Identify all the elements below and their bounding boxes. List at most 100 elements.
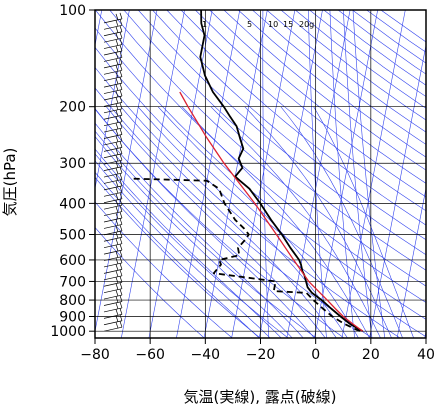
wind-barb-flag (116, 290, 118, 296)
dry-adiabat-line (281, 10, 436, 338)
x-axis-title: 気温(実線), 露点(破線) (184, 388, 337, 406)
isotherm-line (342, 10, 405, 338)
wind-barb-flag (116, 245, 118, 251)
isotherm-line (176, 10, 239, 338)
wind-barb-flag (116, 271, 118, 277)
wind-barb-staff (104, 327, 122, 331)
wind-barb-flag (116, 59, 118, 65)
dry-adiabat-line (10, 10, 316, 338)
wind-barb-flag (116, 187, 118, 193)
wind-barb-flag (120, 302, 122, 308)
wind-barb-flag (120, 109, 122, 115)
y-tick-label: 900 (59, 309, 86, 325)
wind-barb-staff (104, 64, 122, 68)
wind-barb-flag (120, 270, 122, 276)
dry-adiabat-line (0, 10, 288, 338)
wind-barb-flag (116, 46, 118, 52)
wind-barb-staff (104, 147, 122, 151)
wind-barb-flag (116, 78, 118, 84)
wind-barb-flag (120, 84, 122, 90)
wind-barb-staff (104, 295, 122, 299)
dry-adiabat-line (210, 10, 436, 338)
isotherm-line (259, 10, 322, 338)
wind-barb-flag (120, 148, 122, 154)
mixing-ratio-label: 20g (299, 20, 314, 29)
wind-barb-flag (116, 123, 118, 129)
moist-adiabat-line (182, 107, 370, 338)
wind-barb-flag (120, 238, 122, 244)
wind-barb-staff (104, 160, 122, 164)
wind-barb-staff (104, 218, 122, 222)
mixing-ratio-label: 15 (283, 20, 293, 29)
wind-barb-flag (116, 136, 118, 142)
y-tick-label: 700 (59, 274, 86, 290)
wind-barb-staff (104, 224, 122, 228)
wind-barb-flag (116, 91, 118, 97)
wind-barb-flag (120, 129, 122, 135)
wind-barb-staff (104, 289, 122, 293)
y-tick-label: 600 (59, 253, 86, 269)
wind-barb-flag (116, 297, 118, 303)
wind-barb-flag (120, 26, 122, 32)
wind-barb-flag (120, 32, 122, 38)
wind-barb-staff (104, 45, 122, 49)
wind-barb-staff (104, 70, 122, 74)
y-axis-title: 気圧(hPa) (1, 148, 19, 217)
wind-barb-flag (120, 212, 122, 218)
wind-barb-flag (116, 264, 118, 270)
x-tick-label: 0 (311, 347, 320, 363)
wind-barb-flag (120, 308, 122, 314)
wind-barb-flag (120, 218, 122, 224)
wind-barb-flag (116, 239, 118, 245)
y-tick-label: 400 (59, 196, 86, 212)
wind-barb-staff (104, 90, 122, 94)
wind-barb-flag (116, 65, 118, 71)
y-tick-label: 200 (59, 100, 86, 116)
wind-barb-staff (104, 179, 122, 183)
wind-barb-flag (120, 71, 122, 77)
wind-barb-staff (104, 25, 122, 29)
isotherm-line (287, 10, 350, 338)
isotherm-line (370, 10, 433, 338)
mixing-ratio-label: 1 (202, 20, 207, 29)
dry-adiabat-line (0, 10, 204, 338)
moist-adiabat-line (158, 107, 359, 338)
wind-barb-staff (104, 302, 122, 306)
wind-barb-staff (104, 51, 122, 55)
dry-adiabat-line (252, 10, 436, 338)
wind-barb-flag (116, 207, 118, 213)
x-tick-label: −60 (135, 347, 165, 363)
wind-barb-staff (104, 205, 122, 209)
dry-adiabat-line (0, 10, 260, 338)
isotherm-line (232, 10, 295, 338)
wind-barb-flag (116, 27, 118, 33)
wind-barb-flag (120, 103, 122, 109)
wind-barb-flag (120, 283, 122, 289)
wind-barb-flag (116, 309, 118, 315)
wind-barb-staff (104, 154, 122, 158)
wind-barb-flag (120, 263, 122, 269)
dry-adiabat-line (81, 10, 436, 338)
wind-barb-staff (104, 308, 122, 312)
isotherm-line (204, 10, 267, 338)
wind-barb-staff (104, 321, 122, 325)
y-tick-label: 1000 (50, 324, 86, 340)
wind-barb-staff (104, 96, 122, 100)
wind-barb-flag (120, 321, 122, 327)
wind-barb-flag (116, 303, 118, 309)
wind-barb-staff (104, 141, 122, 145)
wind-barb-flag (116, 117, 118, 123)
wind-barb-flag (120, 141, 122, 147)
dry-adiabat-line (310, 10, 436, 338)
wind-barb-flag (120, 244, 122, 250)
wind-barb-staff (104, 212, 122, 216)
x-tick-label: −40 (191, 347, 221, 363)
wind-barb-flag (116, 97, 118, 103)
grid (95, 10, 426, 338)
mixing-ratio-line (263, 10, 269, 338)
parcel-line (180, 92, 363, 331)
wind-barb-staff (104, 263, 122, 267)
wind-barb-flag (120, 45, 122, 51)
wind-barb-flag (120, 225, 122, 231)
